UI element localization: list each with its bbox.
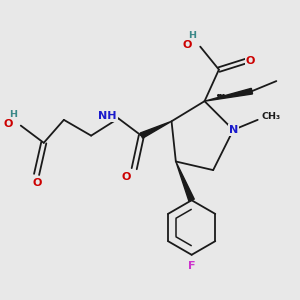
Polygon shape (205, 88, 253, 101)
Polygon shape (140, 121, 172, 138)
Text: O: O (182, 40, 192, 50)
Text: O: O (3, 119, 13, 129)
Text: N: N (229, 125, 238, 135)
Text: H: H (9, 110, 17, 118)
Text: CH₃: CH₃ (261, 112, 280, 122)
Text: O: O (122, 172, 131, 182)
Polygon shape (176, 161, 194, 201)
Text: O: O (245, 56, 255, 66)
Text: O: O (32, 178, 42, 188)
Text: F: F (188, 261, 195, 271)
Text: NH: NH (98, 111, 117, 121)
Text: H: H (188, 31, 196, 40)
